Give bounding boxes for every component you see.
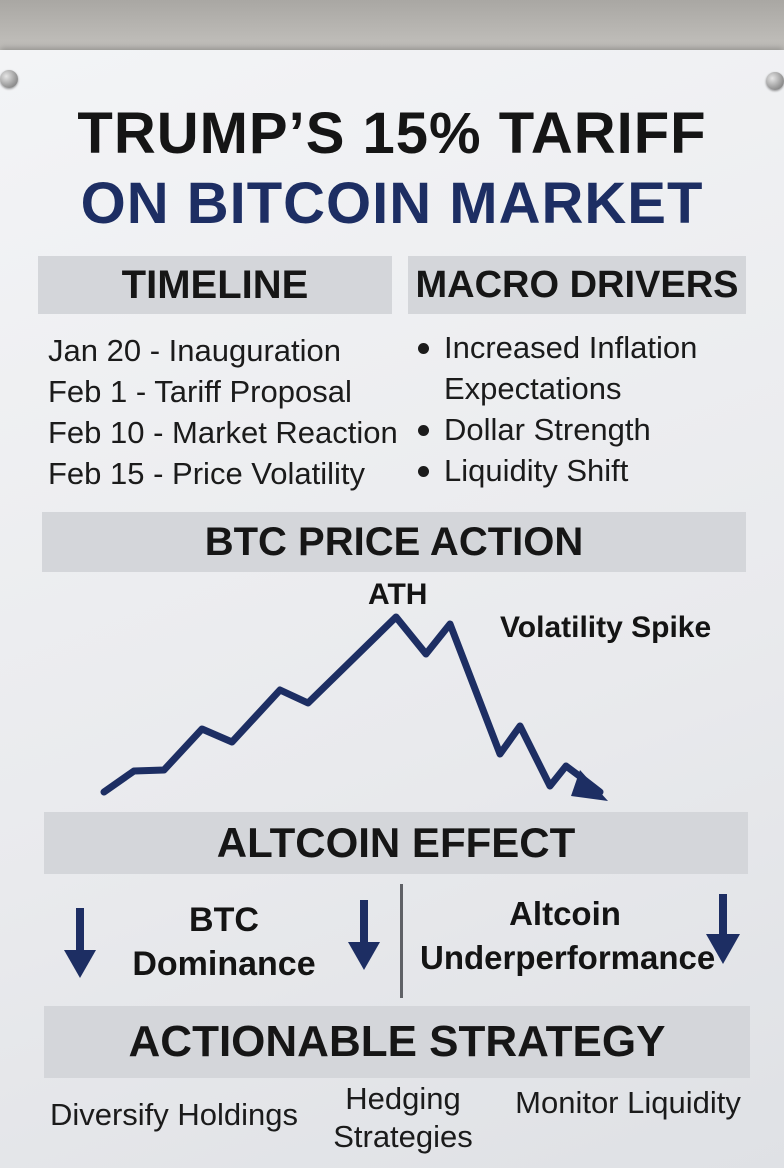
down-arrow-icon xyxy=(64,908,96,978)
timeline-list: Jan 20 - Inauguration Feb 1 - Tariff Pro… xyxy=(48,330,398,494)
poster-title: TRUMP’S 15% TARIFF xyxy=(77,101,707,166)
altcoin-effect-heading-text: ALTCOIN EFFECT xyxy=(216,819,576,866)
timeline-heading-text: TIMELINE xyxy=(121,262,309,307)
down-arrow-icon xyxy=(348,900,380,970)
timeline-item: Feb 10 - Market Reaction xyxy=(48,415,398,450)
btc-dominance-text: BTC Dominance xyxy=(132,901,316,983)
actionable-strategy-heading: ACTIONABLE STRATEGY xyxy=(44,1006,750,1078)
btc-price-action-heading: BTC PRICE ACTION xyxy=(42,512,746,572)
trend-arrowhead-icon xyxy=(571,770,608,801)
screw-icon xyxy=(766,72,784,90)
bullet-icon xyxy=(418,425,429,436)
strategy-item: Monitor Liquidity xyxy=(506,1084,750,1122)
bullet-icon xyxy=(418,343,429,354)
poster-board xyxy=(0,50,784,1168)
actionable-strategy-heading-text: ACTIONABLE STRATEGY xyxy=(128,1017,666,1066)
macro-driver-text: Dollar Strength xyxy=(444,412,651,447)
btc-dominance-label: BTC Dominance xyxy=(130,898,318,986)
bullet-icon xyxy=(418,466,429,477)
strategy-item-text: Hedging Strategies xyxy=(333,1081,473,1154)
altcoin-underperformance-text: Altcoin Underperformance xyxy=(420,895,716,976)
down-arrow-icon xyxy=(706,894,740,964)
trend-line-icon xyxy=(100,613,604,796)
volatility-spike-label: Volatility Spike xyxy=(500,611,712,644)
strategy-item-text: Diversify Holdings xyxy=(49,1097,299,1132)
altcoin-divider xyxy=(400,884,403,998)
strategy-item: Hedging Strategies xyxy=(328,1080,478,1156)
timeline-item: Feb 15 - Price Volatility xyxy=(48,456,366,491)
macro-driver-item: Dollar Strength xyxy=(418,409,748,450)
ath-label: ATH xyxy=(368,578,428,611)
altcoin-effect-heading: ALTCOIN EFFECT xyxy=(44,812,748,874)
strategy-item: Diversify Holdings xyxy=(40,1096,308,1134)
macro-driver-text: Increased Inflation Expectations xyxy=(444,330,698,406)
btc-price-action-heading-text: BTC PRICE ACTION xyxy=(204,519,584,564)
macro-driver-item: Liquidity Shift xyxy=(418,450,748,491)
poster-subtitle: ON BITCOIN MARKET xyxy=(80,171,704,236)
altcoin-underperformance-label: Altcoin Underperformance xyxy=(420,892,716,980)
strategy-item-text: Monitor Liquidity xyxy=(515,1085,741,1120)
timeline-heading: TIMELINE xyxy=(38,256,392,314)
screw-icon xyxy=(0,70,18,88)
btc-price-chart xyxy=(100,613,608,801)
timeline-item: Jan 20 - Inauguration xyxy=(48,333,341,368)
macro-driver-item: Increased Inflation Expectations xyxy=(418,327,748,409)
macro-drivers-heading: MACRO DRIVERS xyxy=(408,256,746,314)
macro-driver-text: Liquidity Shift xyxy=(444,453,629,488)
macro-drivers-list: Increased Inflation Expectations Dollar … xyxy=(418,327,748,491)
timeline-item: Feb 1 - Tariff Proposal xyxy=(48,374,352,409)
macro-drivers-heading-text: MACRO DRIVERS xyxy=(415,263,739,306)
